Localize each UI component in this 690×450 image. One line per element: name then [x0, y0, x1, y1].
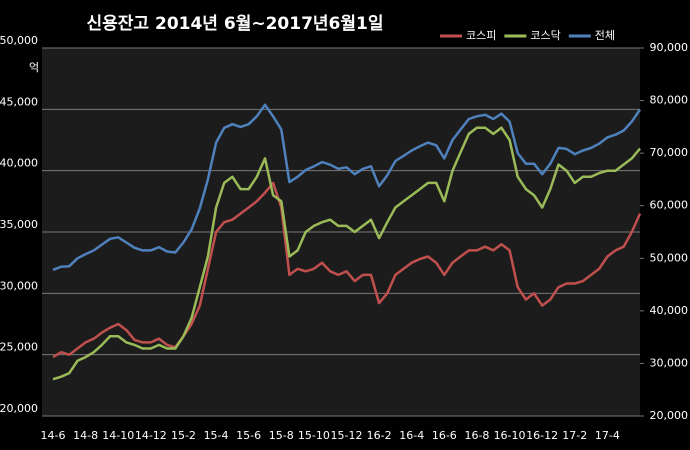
y2-tick-label: 90,000: [650, 41, 689, 54]
y-tick-label: 30,000: [0, 279, 38, 292]
x-tick-label: 16-12: [526, 429, 558, 442]
x-tick-label: 15-10: [298, 429, 330, 442]
legend-label: 코스피: [466, 29, 496, 42]
chart-title: 신용잔고 2014년 6월~2017년6월1일: [87, 14, 384, 34]
x-tick-label: 16-8: [464, 429, 489, 442]
x-tick-label: 15-4: [204, 429, 229, 442]
y-tick-label: 35,000: [0, 218, 38, 231]
legend-label: 코스닥: [530, 29, 560, 42]
y-tick-label: 50,000: [0, 34, 38, 47]
legend-label: 전체: [595, 29, 615, 42]
y2-tick-label: 50,000: [650, 251, 689, 264]
x-tick-label: 14-10: [102, 429, 134, 442]
y2-tick-label: 30,000: [650, 356, 689, 369]
x-tick-label: 14-12: [135, 429, 167, 442]
x-tick-label: 17-2: [562, 429, 587, 442]
x-tick-label: 16-4: [399, 429, 424, 442]
y2-tick-label: 20,000: [650, 409, 689, 422]
y2-tick-label: 40,000: [650, 304, 689, 317]
x-tick-label: 16-2: [367, 429, 392, 442]
x-tick-label: 16-10: [494, 429, 526, 442]
series-line: [52, 126, 641, 381]
series-line: [52, 103, 642, 272]
y-axis-label: 억: [29, 61, 39, 74]
series-line: [52, 181, 642, 359]
x-tick-label: 15-2: [171, 429, 196, 442]
x-tick-label: 17-4: [595, 429, 620, 442]
y2-tick-label: 70,000: [650, 146, 689, 159]
y-tick-label: 25,000: [0, 341, 38, 354]
x-tick-label: 15-12: [331, 429, 363, 442]
x-tick-label: 16-6: [432, 429, 457, 442]
y2-tick-label: 60,000: [650, 199, 689, 212]
y2-tick-label: 80,000: [650, 94, 689, 107]
y-tick-label: 40,000: [0, 157, 38, 170]
x-tick-label: 15-6: [236, 429, 261, 442]
y-tick-label: 20,000: [0, 402, 38, 415]
x-tick-label: 15-8: [269, 429, 294, 442]
y-tick-label: 45,000: [0, 95, 38, 108]
x-tick-label: 14-6: [41, 429, 66, 442]
x-tick-label: 14-8: [73, 429, 98, 442]
